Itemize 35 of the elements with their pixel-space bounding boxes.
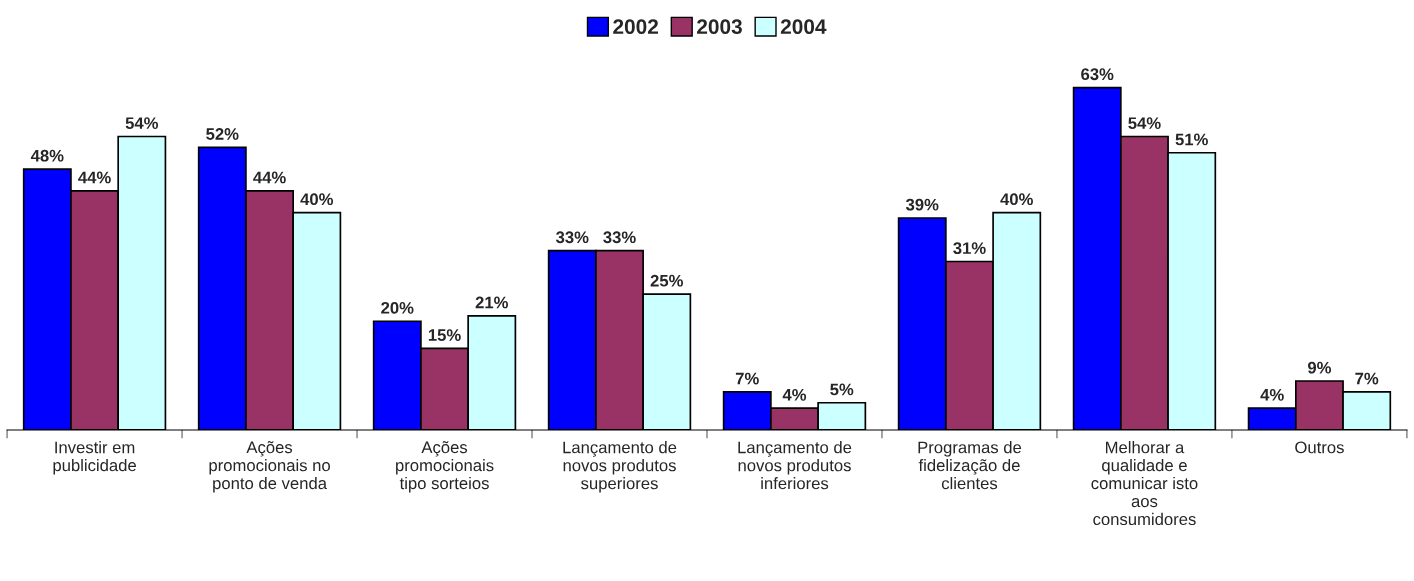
x-tick-label: Investir em publicidade — [53, 441, 136, 475]
data-label: 39% — [905, 198, 939, 211]
x-tick-label: Lançamento de novos produtos inferiores — [738, 441, 852, 490]
data-label: 44% — [78, 171, 111, 184]
data-label: 7% — [1355, 372, 1379, 385]
data-label: 5% — [830, 383, 854, 396]
data-label: 63% — [1081, 68, 1114, 81]
data-label: 54% — [125, 117, 159, 130]
data-label: 33% — [555, 231, 589, 244]
data-label: 21% — [475, 296, 509, 309]
data-label: 7% — [735, 372, 759, 385]
legend-label: 2004 — [780, 19, 827, 35]
data-label: 4% — [1260, 388, 1284, 401]
data-label: 51% — [1175, 133, 1208, 146]
x-tick-label: Ações promocionais no ponto de venda — [209, 441, 330, 493]
data-label: 4% — [782, 388, 807, 401]
x-tick-label: Lançamento de novos produtos superiores — [563, 441, 677, 493]
data-label: 52% — [206, 128, 239, 140]
data-label: 33% — [603, 231, 636, 244]
x-tick-label: Programas de fidelização de clientes — [918, 441, 1022, 490]
data-label: 40% — [300, 193, 334, 206]
data-label: 20% — [381, 301, 414, 314]
data-label: 40% — [1000, 193, 1033, 206]
data-label: 9% — [1307, 361, 1332, 374]
data-label: 31% — [953, 242, 986, 255]
data-label: 15% — [428, 329, 461, 341]
legend-label: 2003 — [697, 19, 742, 35]
legend-label: 2002 — [613, 19, 658, 35]
data-label: 44% — [253, 171, 286, 184]
x-tick-label: Melhorar a qualidade e comunicar isto aos consumidores — [1091, 441, 1198, 526]
data-label: 48% — [30, 149, 64, 162]
x-tick-label: Ações promocionais tipo sorteios — [396, 441, 494, 493]
data-label: 54% — [1128, 117, 1161, 130]
data-label: 25% — [650, 274, 683, 287]
x-tick-label: Outros — [1295, 441, 1344, 454]
